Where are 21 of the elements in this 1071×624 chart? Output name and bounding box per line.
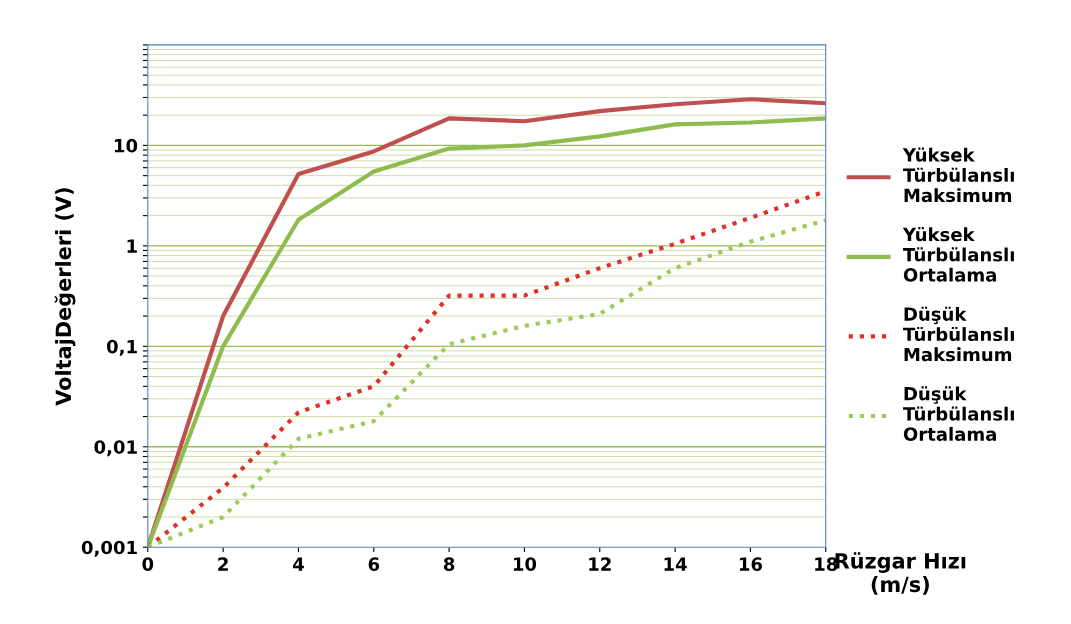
x-tick-label: 4 [292, 557, 304, 571]
y-tick-label: 0,01 [94, 440, 137, 457]
y-axis-title: VoltajDeğerleri (V) [54, 188, 76, 406]
x-axis-title: Rüzgar Hızı (m/s) [835, 552, 966, 595]
x-tick-label: 8 [443, 557, 455, 571]
y-tick-label: 1 [127, 239, 137, 253]
y-tick-label: 0,1 [106, 339, 137, 356]
legend-label: Düşük Türbülanslı Maksimum [903, 306, 1014, 362]
x-tick-label: 10 [513, 557, 537, 571]
x-tick-label: 16 [739, 557, 763, 571]
x-tick-label: 0 [142, 557, 154, 571]
y-tick-label: 10 [114, 138, 138, 153]
x-tick-label: 18 [815, 557, 838, 571]
x-tick-label: 12 [589, 557, 611, 571]
x-tick-label: 6 [368, 557, 380, 571]
legend-label: Düşük Türbülanslı Ortalama [903, 386, 1014, 441]
x-tick-label: 2 [218, 557, 228, 571]
legend-label: Yüksek Türbülanslı Maksimum [902, 147, 1014, 203]
x-tick-label: 14 [664, 557, 687, 571]
y-tick-label: 0,001 [81, 540, 137, 557]
legend-label: Yüksek Türbülanslı Ortalama [902, 227, 1014, 282]
